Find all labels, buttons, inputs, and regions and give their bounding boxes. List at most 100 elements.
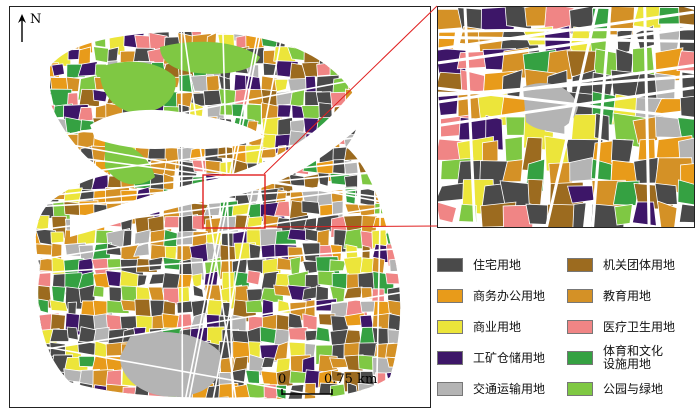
land-parcel (399, 300, 401, 313)
land-parcel (35, 47, 42, 74)
road (438, 26, 694, 65)
legend-item: 教育用地 (567, 284, 651, 308)
north-arrow (16, 14, 46, 44)
land-parcel (331, 34, 347, 50)
legend-label: 医疗卫生用地 (603, 319, 676, 334)
legend-swatch (437, 351, 463, 365)
land-parcel (414, 300, 430, 316)
land-parcel (134, 32, 158, 35)
legend-item: 公园与绿地 (567, 377, 663, 401)
land-parcel (35, 172, 37, 191)
land-parcel (343, 286, 363, 300)
land-parcel (359, 32, 374, 52)
land-parcel (176, 8, 199, 30)
land-parcel (361, 8, 380, 29)
land-parcel (51, 32, 68, 37)
legend-item: 医疗卫生用地 (567, 315, 675, 339)
land-parcel (10, 215, 24, 239)
river (70, 77, 390, 237)
land-parcel (290, 32, 312, 39)
land-parcel (65, 76, 81, 92)
legend-item: 工矿仓储用地 (437, 346, 545, 370)
land-parcel (92, 285, 105, 298)
road (10, 148, 430, 205)
transport-area (523, 83, 578, 131)
land-parcel (148, 256, 164, 271)
land-parcel (136, 274, 148, 287)
land-parcel (277, 104, 292, 118)
legend-swatch (567, 382, 593, 396)
land-parcel (10, 384, 23, 403)
land-parcel (273, 32, 289, 33)
river-island (90, 109, 265, 150)
zoom-land-use (438, 7, 694, 227)
land-parcel (218, 7, 241, 30)
land-parcel (328, 32, 344, 34)
land-parcel (414, 75, 426, 94)
land-parcel (402, 272, 419, 286)
land-parcel (344, 7, 358, 26)
road (545, 7, 599, 227)
land-parcel (399, 327, 401, 340)
park-area (105, 137, 155, 185)
land-parcel (301, 32, 325, 35)
land-parcel (233, 7, 249, 20)
land-parcel (372, 7, 393, 28)
legend-label: 商业用地 (473, 319, 522, 334)
land-parcel (387, 313, 401, 333)
land-parcel (414, 386, 430, 399)
land-parcel (372, 217, 397, 228)
land-parcel (203, 396, 231, 399)
land-parcel (680, 163, 694, 187)
land-parcel (401, 231, 418, 244)
land-parcel (192, 214, 205, 231)
land-parcel (387, 173, 401, 192)
legend-item: 住宅用地 (437, 253, 521, 277)
land-parcel (385, 74, 401, 93)
road (438, 35, 694, 43)
legend-swatch (437, 382, 463, 396)
land-parcel (36, 396, 60, 399)
land-parcel (416, 342, 429, 359)
road (10, 7, 94, 21)
legend-swatch (437, 258, 463, 272)
land-parcel (416, 371, 426, 393)
land-parcel (399, 383, 401, 399)
land-parcel (92, 88, 108, 103)
land-parcel (49, 397, 66, 399)
land-parcel (107, 7, 123, 20)
land-parcel (49, 328, 70, 342)
land-parcel (346, 32, 362, 43)
land-parcel (438, 201, 457, 224)
land-parcel (400, 7, 425, 23)
land-parcel (414, 355, 430, 374)
land-parcel (221, 32, 241, 33)
land-parcel (231, 398, 251, 399)
land-parcel (245, 397, 267, 399)
land-parcel (415, 317, 430, 328)
land-parcel (414, 104, 430, 123)
legend-label: 商务办公用地 (473, 288, 546, 303)
legend-label: 教育用地 (603, 288, 652, 303)
land-parcel (35, 89, 37, 106)
north-label: N (30, 12, 42, 27)
legend-label: 机关团体用地 (603, 257, 676, 272)
land-parcel (35, 398, 40, 399)
land-parcel (92, 46, 109, 64)
land-parcel (35, 298, 39, 324)
road (180, 7, 184, 407)
legend-swatch (567, 289, 593, 303)
scale-end-label: 0.75 km (324, 372, 378, 387)
land-parcel (189, 397, 208, 399)
scale-bar: 0 0.75 km (276, 372, 396, 406)
legend-swatch (567, 258, 593, 272)
land-parcel (360, 172, 382, 186)
land-parcel (415, 47, 430, 66)
land-parcel (217, 397, 232, 399)
road (221, 7, 234, 407)
land-parcel (677, 179, 694, 206)
land-parcel (193, 7, 203, 17)
road (591, 7, 612, 227)
legend-item: 商务办公用地 (437, 284, 545, 308)
land-parcel (50, 32, 71, 48)
